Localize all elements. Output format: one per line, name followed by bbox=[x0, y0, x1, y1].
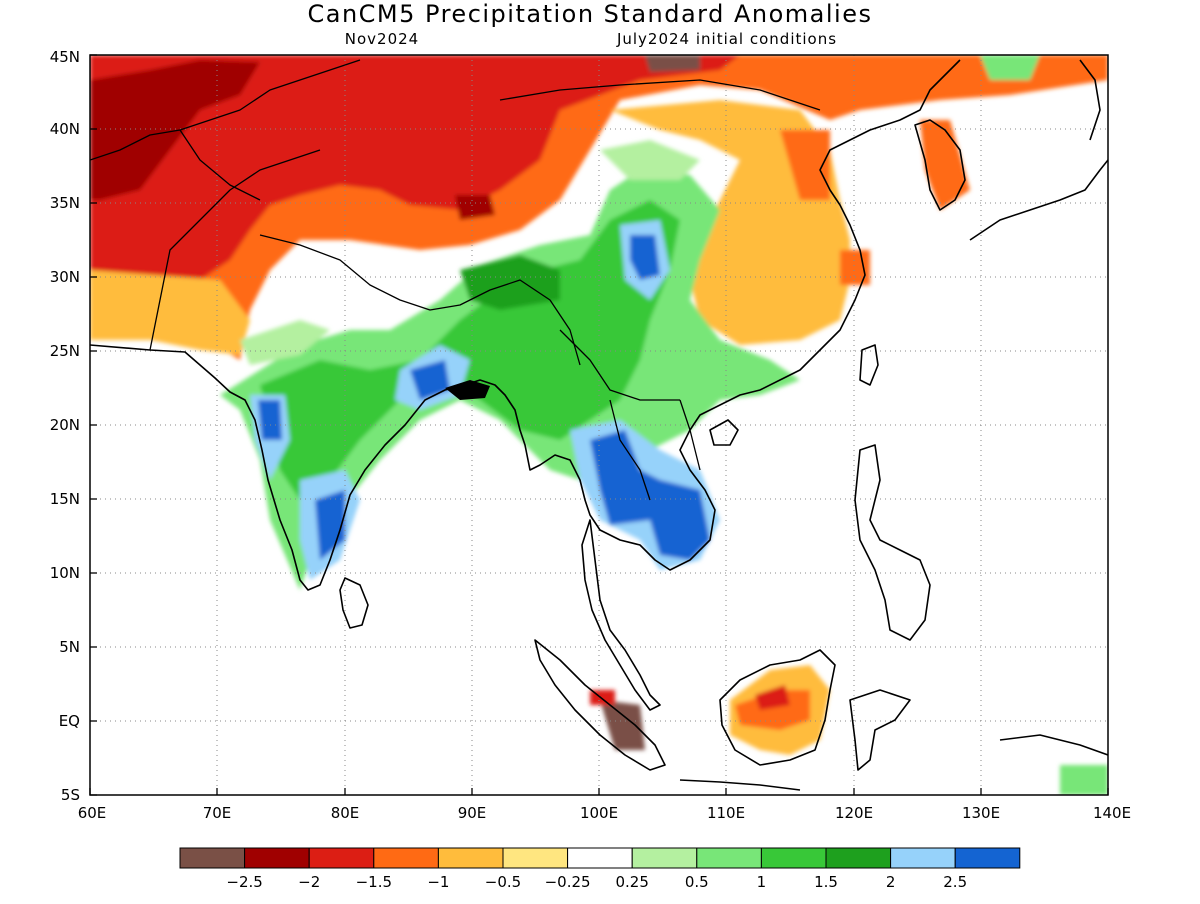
legend-swatch bbox=[631, 847, 698, 869]
legend-label: 0.25 bbox=[615, 873, 648, 891]
y-tick-label: EQ bbox=[59, 712, 80, 730]
map-title: CanCM5 Precipitation Standard Anomalies bbox=[308, 0, 873, 28]
legend-label: 0.5 bbox=[685, 873, 709, 891]
anomaly-dry-borneo bbox=[735, 690, 810, 730]
legend-swatch bbox=[373, 847, 439, 869]
legend-swatch bbox=[954, 847, 1021, 869]
coastlines bbox=[90, 59, 1108, 791]
legend-swatch bbox=[179, 847, 246, 869]
x-tick-label: 70E bbox=[203, 804, 232, 822]
anomaly-wet-extreme bbox=[258, 400, 282, 440]
anomaly-wet-extreme bbox=[315, 490, 345, 560]
legend-label: −2 bbox=[298, 873, 320, 891]
y-tick-label: 45N bbox=[50, 48, 80, 66]
x-tick-label: 110E bbox=[707, 804, 745, 822]
axis-ticks bbox=[89, 54, 1109, 796]
ganges-delta bbox=[445, 380, 490, 400]
legend-swatch bbox=[890, 847, 956, 869]
country-borders bbox=[90, 59, 821, 501]
legend-label: −1.5 bbox=[356, 873, 392, 891]
legend-label: 1 bbox=[757, 873, 767, 891]
y-tick-label: 20N bbox=[50, 416, 80, 434]
lat-lon-grid bbox=[90, 55, 1108, 795]
anomaly-wet-light bbox=[600, 140, 700, 180]
y-tick-label: 25N bbox=[50, 342, 80, 360]
anomaly-wet-new-guinea bbox=[1060, 765, 1108, 795]
y-tick-label: 10N bbox=[50, 564, 80, 582]
legend-swatch bbox=[308, 847, 375, 869]
x-tick-label: 120E bbox=[835, 804, 873, 822]
legend-label: −0.5 bbox=[485, 873, 521, 891]
legend-swatch bbox=[567, 847, 633, 869]
x-tick-label: 130E bbox=[962, 804, 1000, 822]
anomaly-very-dry bbox=[455, 195, 495, 220]
x-tick-label: 140E bbox=[1093, 804, 1131, 822]
x-tick-label: 60E bbox=[78, 804, 107, 822]
legend-swatch bbox=[696, 847, 762, 869]
y-tick-label: 5N bbox=[59, 638, 80, 656]
anomaly-dry-korea bbox=[920, 120, 970, 210]
y-tick-label: 40N bbox=[50, 120, 80, 138]
legend-swatch bbox=[825, 847, 892, 869]
legend-label: 1.5 bbox=[814, 873, 838, 891]
x-tick-label: 100E bbox=[580, 804, 618, 822]
legend-label: −1 bbox=[427, 873, 449, 891]
y-tick-label: 15N bbox=[50, 490, 80, 508]
anomaly-dry-east-china bbox=[840, 250, 870, 285]
legend-label: 2 bbox=[886, 873, 896, 891]
y-axis-labels: 5S EQ 5N 10N 15N 20N 25N 30N 35N 40N 45N bbox=[50, 48, 80, 804]
legend-swatch bbox=[244, 847, 310, 869]
x-axis-labels: 60E 70E 80E 90E 100E 110E 120E 130E 140E bbox=[78, 804, 1131, 822]
y-tick-label: 5S bbox=[61, 786, 80, 804]
anomaly-dry-borneo bbox=[755, 685, 790, 710]
map-subtitle-date: Nov2024 bbox=[345, 30, 419, 48]
legend-label: 2.5 bbox=[943, 873, 967, 891]
anomaly-wet-strong bbox=[460, 255, 560, 310]
anomaly-dry-east-china bbox=[90, 270, 250, 355]
y-tick-label: 30N bbox=[50, 268, 80, 286]
anomaly-wet-extreme bbox=[630, 235, 660, 280]
x-tick-label: 90E bbox=[458, 804, 487, 822]
legend-swatch bbox=[760, 847, 827, 869]
y-tick-label: 35N bbox=[50, 194, 80, 212]
anomaly-wet-light bbox=[240, 320, 330, 365]
anomaly-dry-east-china bbox=[780, 130, 830, 200]
anomaly-wet-extreme bbox=[410, 360, 450, 400]
color-legend: −2.5 −2 −1.5 −1 −0.5 −0.25 0.25 0.5 1 1.5 2 2.5 bbox=[179, 847, 1021, 891]
anomaly-wet-japan bbox=[980, 55, 1040, 80]
legend-swatch bbox=[437, 847, 504, 869]
anomaly-dry-sumatra bbox=[600, 700, 645, 750]
anomaly-dry-core bbox=[90, 55, 740, 305]
legend-swatch bbox=[502, 847, 569, 869]
anomaly-extreme-dry bbox=[645, 55, 700, 72]
x-tick-label: 80E bbox=[331, 804, 360, 822]
anomaly-wet-extreme bbox=[590, 430, 710, 560]
map-subtitle-init: July2024 initial conditions bbox=[616, 30, 837, 48]
map-plot-area bbox=[90, 55, 1108, 795]
legend-label: −2.5 bbox=[226, 873, 262, 891]
legend-label: −0.25 bbox=[545, 873, 591, 891]
